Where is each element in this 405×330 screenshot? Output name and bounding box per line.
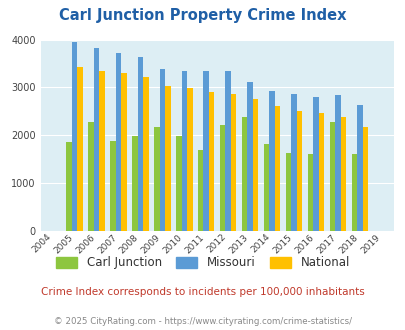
Bar [181, 71, 187, 231]
Bar [225, 71, 230, 231]
Bar [94, 48, 99, 231]
Bar [285, 152, 290, 231]
Bar [209, 92, 214, 231]
Bar [115, 52, 121, 231]
Bar [110, 141, 115, 231]
Bar [165, 85, 170, 231]
Bar [351, 154, 356, 231]
Bar [154, 127, 159, 231]
Bar [88, 122, 94, 231]
Bar [356, 105, 362, 231]
Bar [176, 137, 181, 231]
Bar [362, 127, 367, 231]
Bar [318, 113, 323, 231]
Bar [77, 67, 83, 231]
Bar [241, 116, 247, 231]
Bar [274, 106, 279, 231]
Bar [198, 150, 203, 231]
Bar [290, 94, 296, 231]
Bar [230, 94, 236, 231]
Text: Crime Index corresponds to incidents per 100,000 inhabitants: Crime Index corresponds to incidents per… [41, 287, 364, 297]
Bar [143, 78, 148, 231]
Bar [72, 43, 77, 231]
Bar [99, 71, 104, 231]
Legend: Carl Junction, Missouri, National: Carl Junction, Missouri, National [51, 252, 354, 274]
Bar [121, 73, 126, 231]
Bar [247, 82, 252, 231]
Text: Carl Junction Property Crime Index: Carl Junction Property Crime Index [59, 8, 346, 23]
Bar [187, 88, 192, 231]
Bar [132, 137, 137, 231]
Bar [312, 97, 318, 231]
Bar [220, 125, 225, 231]
Bar [307, 154, 312, 231]
Text: © 2025 CityRating.com - https://www.cityrating.com/crime-statistics/: © 2025 CityRating.com - https://www.city… [54, 317, 351, 326]
Bar [159, 69, 165, 231]
Bar [66, 142, 72, 231]
Bar [203, 71, 209, 231]
Bar [263, 144, 269, 231]
Bar [137, 57, 143, 231]
Bar [269, 91, 274, 231]
Bar [340, 116, 345, 231]
Bar [252, 99, 258, 231]
Bar [334, 95, 340, 231]
Bar [329, 122, 334, 231]
Bar [296, 111, 301, 231]
